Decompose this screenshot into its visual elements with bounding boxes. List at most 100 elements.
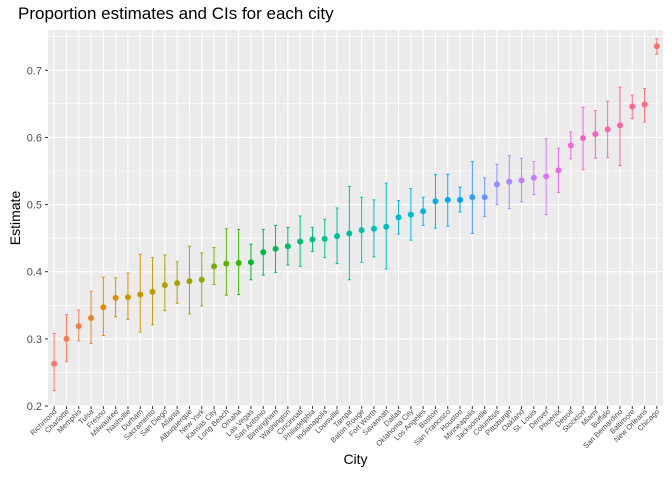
city-mark	[358, 196, 365, 263]
estimate-point	[88, 315, 95, 322]
city-mark	[641, 87, 648, 123]
city-mark	[444, 173, 451, 227]
city-mark	[75, 309, 82, 342]
estimate-point	[457, 196, 464, 203]
y-tick-label: 0.4	[27, 267, 42, 279]
city-mark	[186, 245, 193, 315]
estimate-point	[149, 288, 156, 295]
estimate-point	[604, 126, 611, 133]
city-mark	[604, 100, 611, 159]
city-mark	[211, 247, 218, 285]
city-mark	[346, 185, 353, 281]
estimate-point	[161, 282, 168, 289]
city-mark	[309, 226, 316, 253]
estimate-point	[75, 323, 82, 330]
estimate-point	[506, 178, 513, 185]
city-mark	[124, 272, 131, 320]
plot-panel	[48, 30, 663, 406]
city-mark	[63, 314, 70, 363]
city-mark	[653, 38, 660, 55]
city-mark	[592, 110, 599, 159]
city-mark	[247, 243, 254, 281]
estimate-point	[629, 103, 636, 110]
city-mark	[518, 157, 525, 203]
city-mark	[88, 290, 95, 345]
estimate-point	[309, 236, 316, 243]
estimate-point	[211, 263, 218, 270]
estimate-point	[321, 235, 328, 242]
city-mark	[260, 228, 267, 276]
city-mark	[149, 257, 156, 326]
y-tick-label: 0.5	[27, 200, 42, 212]
city-mark	[457, 186, 464, 213]
estimate-point	[383, 223, 390, 230]
city-mark	[432, 173, 439, 229]
estimate-point	[370, 225, 377, 232]
estimate-point	[469, 194, 476, 201]
y-tick-label: 0.7	[27, 65, 42, 77]
city-mark	[334, 207, 341, 265]
city-mark	[321, 218, 328, 259]
city-mark	[555, 147, 562, 193]
estimate-point	[616, 122, 623, 129]
city-mark	[580, 106, 587, 171]
city-mark	[407, 187, 414, 241]
estimate-point	[247, 259, 254, 266]
city-mark	[272, 224, 279, 273]
estimate-point	[346, 230, 353, 237]
estimate-point	[334, 233, 341, 240]
estimate-point	[641, 101, 648, 108]
estimate-point	[358, 227, 365, 234]
estimate-point	[567, 142, 574, 149]
estimate-point	[174, 280, 181, 287]
city-mark	[383, 182, 390, 270]
estimate-point	[420, 208, 427, 215]
estimate-point	[124, 294, 131, 301]
city-mark	[370, 199, 377, 258]
city-mark	[469, 161, 476, 234]
city-mark	[137, 253, 144, 333]
estimate-point	[653, 43, 660, 50]
estimate-point	[284, 243, 291, 250]
chart-title: Proportion estimates and CIs for each ci…	[18, 4, 334, 23]
estimate-point	[260, 249, 267, 256]
estimate-point	[481, 194, 488, 201]
y-axis-title: Estimate	[7, 191, 23, 246]
city-mark	[543, 138, 550, 216]
estimate-point	[297, 238, 304, 245]
estimate-point	[493, 181, 500, 188]
city-mark	[161, 254, 168, 312]
estimate-point	[555, 167, 562, 174]
estimate-point	[223, 260, 230, 267]
estimate-point	[137, 291, 144, 298]
estimate-point	[272, 245, 279, 252]
data-marks	[51, 38, 660, 392]
city-mark	[481, 177, 488, 218]
estimate-point	[444, 196, 451, 203]
city-mark	[235, 228, 242, 296]
city-mark	[198, 252, 205, 307]
city-mark	[51, 332, 58, 392]
city-mark	[629, 94, 636, 120]
estimate-point	[112, 294, 119, 301]
estimate-point	[63, 335, 70, 342]
city-mark	[420, 196, 427, 226]
estimate-point	[235, 259, 242, 266]
x-axis-title: City	[343, 451, 367, 467]
estimate-point	[407, 211, 414, 218]
estimate-point	[592, 131, 599, 138]
city-mark	[530, 161, 537, 195]
city-mark	[395, 200, 402, 235]
estimate-point	[543, 173, 550, 180]
city-mark	[112, 277, 119, 318]
estimate-point	[198, 276, 205, 283]
estimate-point	[530, 174, 537, 181]
estimate-point	[518, 177, 525, 184]
y-tick-label: 0.2	[27, 401, 42, 413]
city-mark	[616, 86, 623, 167]
city-mark	[223, 228, 230, 296]
city-mark	[567, 131, 574, 160]
estimate-point	[100, 304, 107, 311]
estimate-point	[51, 360, 58, 367]
